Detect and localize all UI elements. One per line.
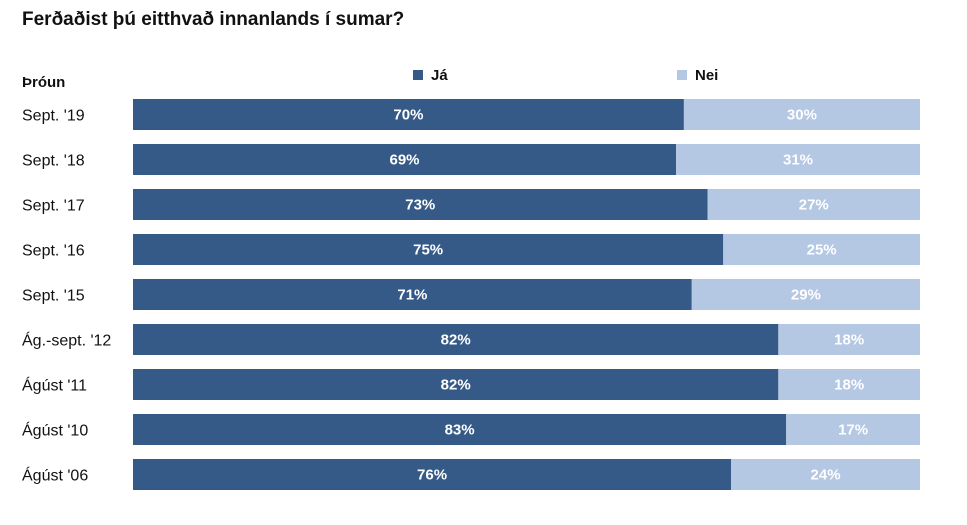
bar-row: Sept. '19 70% 30% [22,99,920,130]
data-label-ja: 76% [417,467,447,484]
bar-segment-ja [133,99,684,130]
legend-label-1: Nei [695,67,718,84]
bar-row: Sept. '17 73% 27% [22,189,920,220]
bar-segment-ja [133,414,787,445]
category-label: Sept. '17 [22,198,85,215]
legend-label-0: Já [431,67,448,84]
bar-segment-nei [723,234,920,265]
chart-title: Ferðaðist þú eitthvað innanlands í sumar… [22,9,404,30]
data-label-ja: 83% [445,422,475,439]
section-label: Þróun [22,74,65,91]
bar-segment-ja [133,369,779,400]
bar-segment-nei [731,459,920,490]
bar-segment-nei [778,324,920,355]
bar-segment-nei [786,414,920,445]
bar-rows: Sept. '19 70% 30% Sept. '18 69% 31% Sept. '17 7… [22,99,920,490]
data-label-nei: 31% [783,152,813,169]
bar-segment-nei [676,144,920,175]
bar-row: Ágúst '11 82% 18% [22,369,920,400]
data-label-ja: 82% [441,377,471,394]
category-label: Sept. '15 [22,288,85,305]
data-label-nei: 25% [807,242,837,259]
bar-segment-ja [133,459,732,490]
category-label: Sept. '19 [22,108,85,125]
bar-segment-ja [133,279,692,310]
data-label-ja: 69% [389,152,419,169]
data-label-nei: 17% [838,422,868,439]
data-label-nei: 29% [791,287,821,304]
bar-segment-nei [778,369,920,400]
bar-segment-ja [133,189,708,220]
bar-segment-nei [707,189,920,220]
data-label-ja: 82% [441,332,471,349]
data-label-ja: 73% [405,197,435,214]
category-label: Sept. '18 [22,153,85,170]
data-label-nei: 30% [787,107,817,124]
bar-segment-nei [683,99,920,130]
bar-row: Ágúst '06 76% 24% [22,459,920,490]
category-label: Ágúst '10 [22,421,88,440]
bar-row: Sept. '18 69% 31% [22,144,920,175]
category-label: Ágúst '06 [22,466,88,485]
data-label-nei: 18% [834,377,864,394]
bar-row: Sept. '15 71% 29% [22,279,920,310]
bar-segment-ja [133,144,677,175]
bar-row: Sept. '16 75% 25% [22,234,920,265]
data-label-nei: 27% [799,197,829,214]
data-label-nei: 24% [811,467,841,484]
data-label-ja: 75% [413,242,443,259]
legend-swatch-0 [413,70,423,80]
bar-row: Ágúst '10 83% 17% [22,414,920,445]
bar-row: Ág.-sept. '12 82% 18% [22,324,920,355]
data-label-ja: 71% [397,287,427,304]
category-label: Ágúst '11 [22,376,87,395]
data-label-nei: 18% [834,332,864,349]
data-label-ja: 70% [393,107,423,124]
legend: Já Nei [413,67,718,84]
legend-swatch-1 [677,70,687,80]
category-label: Ág.-sept. '12 [22,331,111,350]
bar-segment-nei [691,279,920,310]
bar-segment-ja [133,234,724,265]
category-label: Sept. '16 [22,243,85,260]
bar-segment-ja [133,324,779,355]
